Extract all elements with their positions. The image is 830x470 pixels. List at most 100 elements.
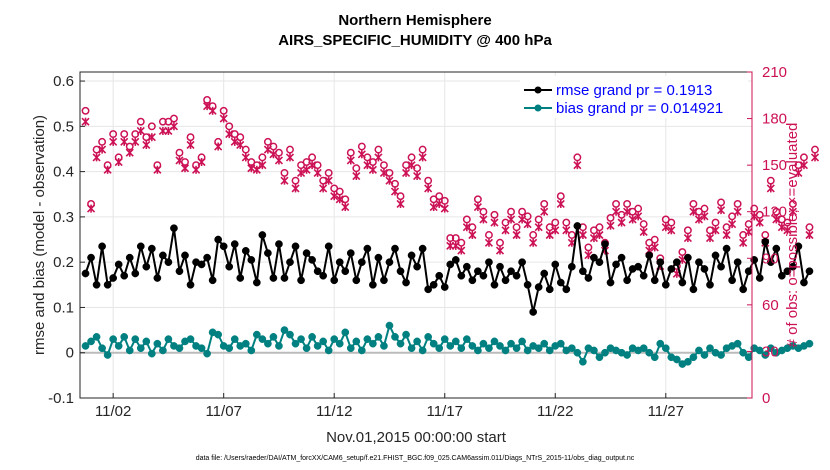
obs-evaluated-marker xyxy=(512,230,521,240)
obs-possible-marker xyxy=(252,161,261,170)
obs-evaluated-marker xyxy=(418,153,427,162)
rmse-point xyxy=(733,258,742,267)
rmse-point xyxy=(706,280,714,289)
bias-point xyxy=(142,337,151,346)
legend-box xyxy=(520,76,748,118)
bias-point xyxy=(114,342,123,350)
rmse-point xyxy=(291,242,300,251)
obs-evaluated-marker xyxy=(805,230,814,240)
y-right-tick-label: 210 xyxy=(762,64,787,81)
rmse-point xyxy=(523,280,532,289)
obs-possible-marker xyxy=(136,117,145,126)
obs-possible-marker xyxy=(286,145,294,154)
obs-evaluated-marker xyxy=(501,226,510,235)
bias-point xyxy=(474,346,482,355)
rmse-point xyxy=(346,249,355,257)
bias-point xyxy=(247,346,256,355)
rmse-point xyxy=(280,274,289,282)
rmse-point xyxy=(761,237,770,246)
obs-possible-marker xyxy=(783,218,792,227)
x-tick-label: 11/02 xyxy=(95,403,131,420)
rmse-point xyxy=(490,280,499,289)
obs-evaluated-marker xyxy=(335,195,344,204)
obs-possible-marker xyxy=(650,235,659,244)
obs-possible-marker xyxy=(346,148,355,157)
bias-point xyxy=(435,344,444,353)
bias-point xyxy=(590,346,598,355)
obs-evaluated-marker xyxy=(716,206,726,215)
bias-point xyxy=(650,353,659,362)
rmse-point xyxy=(573,222,582,230)
rmse-point xyxy=(175,267,184,276)
obs-possible-marker xyxy=(308,153,317,162)
obs-possible-marker xyxy=(717,198,726,207)
bias-point xyxy=(352,337,361,346)
bias-point xyxy=(755,346,764,355)
rmse-point xyxy=(606,278,615,287)
bias-point xyxy=(518,337,526,346)
obs-evaluated-marker xyxy=(628,215,637,224)
y-tick-label: 0.2 xyxy=(53,254,74,271)
obs-evaluated-marker xyxy=(810,153,820,162)
bias-point xyxy=(689,353,698,362)
rmse-point xyxy=(744,267,753,276)
obs-possible-marker xyxy=(302,158,311,166)
rmse-point xyxy=(418,244,427,253)
bias-point xyxy=(131,335,140,343)
rmse-point xyxy=(125,253,134,262)
rmse-point xyxy=(170,224,178,233)
rmse-point xyxy=(700,265,709,273)
y-tick-label: -0.1 xyxy=(48,390,74,407)
obs-possible-marker xyxy=(667,218,676,227)
obs-evaluated-marker xyxy=(81,117,90,126)
bias-point xyxy=(214,330,223,339)
obs-possible-marker xyxy=(479,207,488,216)
bias-point xyxy=(136,344,145,353)
bias-point xyxy=(391,333,399,341)
y-axis-label: rmse and bias (model - observation) xyxy=(31,115,48,355)
bias-point xyxy=(457,344,466,353)
rmse-point xyxy=(545,285,554,294)
obs-possible-marker xyxy=(186,133,195,142)
obs-possible-marker xyxy=(490,210,499,219)
obs-possible-marker xyxy=(567,231,576,239)
obs-evaluated-marker xyxy=(219,114,228,123)
obs-possible-marker xyxy=(313,161,322,170)
obs-evaluated-marker xyxy=(280,176,289,185)
bias-point xyxy=(164,335,173,343)
obs-evaluated-marker xyxy=(529,238,538,247)
bias-point xyxy=(335,339,344,348)
rmse-point xyxy=(739,285,748,294)
rmse-point xyxy=(562,285,571,294)
y-right-tick-label: 150 xyxy=(762,157,787,174)
bias-point xyxy=(567,344,576,353)
obs-possible-marker xyxy=(739,231,748,239)
obs-evaluated-marker xyxy=(429,202,438,212)
bias-point xyxy=(440,335,449,343)
y-right-tick-label: 60 xyxy=(762,297,779,314)
bias-point xyxy=(87,337,95,346)
obs-possible-marker xyxy=(440,196,449,205)
bias-point xyxy=(700,351,709,359)
rmse-point xyxy=(590,253,598,262)
obs-possible-marker xyxy=(518,207,527,216)
bias-point xyxy=(744,353,753,362)
obs-evaluated-marker xyxy=(440,204,449,213)
obs-evaluated-marker xyxy=(667,226,676,235)
bias-point xyxy=(733,339,742,348)
rmse-point xyxy=(722,244,731,253)
obs-possible-marker xyxy=(98,137,107,146)
x-tick-label: 11/07 xyxy=(205,403,241,420)
rmse-point xyxy=(805,267,814,276)
bias-point xyxy=(159,346,167,355)
rmse-point xyxy=(656,258,665,267)
obs-possible-marker xyxy=(446,234,455,243)
y-axis-right: 0 30 60 90 120 150 180 210 xyxy=(747,64,787,407)
obs-possible-marker xyxy=(706,226,714,235)
obs-possible-marker xyxy=(551,218,560,227)
obs-possible-marker xyxy=(750,204,759,213)
obs-possible-marker xyxy=(319,176,328,185)
obs-possible-marker xyxy=(396,192,405,201)
obs-evaluated-marker xyxy=(379,168,389,177)
rmse-point xyxy=(772,244,781,253)
